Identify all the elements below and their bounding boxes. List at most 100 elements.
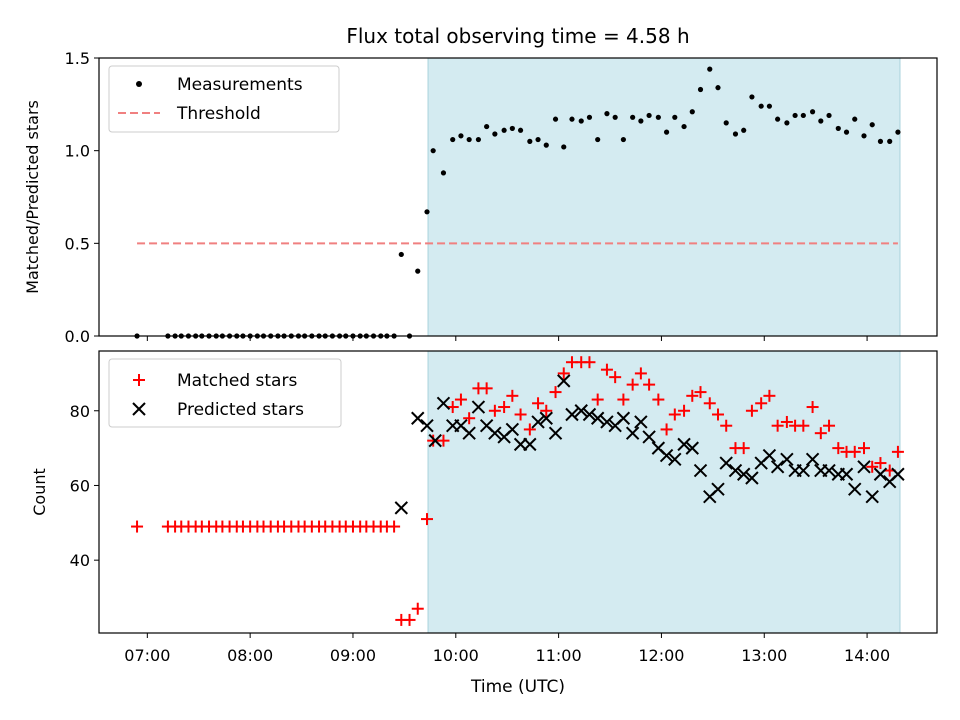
top-measurements-point: [869, 122, 875, 128]
bottom-predicted-stars-point: [891, 467, 905, 481]
bottom-matched-stars-point: [866, 460, 879, 473]
legend-measurements-label: Measurements: [177, 75, 303, 95]
bottom-matched-stars-point: [652, 393, 665, 406]
legend-predicted-label: Predicted stars: [177, 400, 304, 420]
bottom-predicted-stars-point: [677, 437, 691, 452]
top-measurements-point: [527, 138, 533, 144]
bottom-matched-stars-point: [823, 419, 836, 432]
x-tick-label: 13:00: [741, 646, 787, 665]
top-axes-frame: [98, 57, 938, 337]
top-measurements-point: [604, 111, 610, 117]
top-x-ticks: [146, 336, 868, 341]
bottom-predicted-stars-point: [523, 437, 537, 452]
bottom-matched-stars-point: [540, 404, 553, 417]
x-tick-label: 09:00: [330, 646, 376, 665]
top-measurements-point: [638, 118, 644, 124]
top-measurements-point: [818, 118, 824, 124]
top-measurements-point: [475, 136, 482, 143]
top-measurements-point: [552, 116, 559, 122]
bottom-legend-box: [108, 358, 342, 428]
top-measurements-point: [784, 120, 790, 126]
bottom-matched-stars-point: [617, 393, 630, 406]
top-measurements-point: [749, 94, 755, 100]
figure-title: Flux total observing time = 4.58 h: [346, 24, 689, 48]
top-y-axis-label: Matched/Predicted stars: [23, 100, 42, 294]
bottom-predicted-stars-point: [616, 411, 631, 425]
bottom-matched-stars-point: [832, 442, 845, 455]
bottom-matched-stars-point: [446, 401, 459, 414]
top-measurements-point: [852, 116, 858, 122]
bottom-matched-stars-point: [797, 419, 810, 432]
top-measurements-point: [440, 170, 447, 176]
bottom-matched-stars-point: [643, 378, 656, 391]
bottom-matched-stars-point: [591, 393, 604, 406]
top-measurements-point: [612, 114, 618, 120]
top-measurements-point: [861, 133, 867, 139]
top-measurements-point: [792, 112, 798, 119]
bottom-matched-stars-point: [463, 412, 476, 425]
bottom-predicted-stars-point: [796, 463, 811, 478]
x-tick-label: 10:00: [433, 646, 479, 665]
bottom-predicted-stars-point: [625, 426, 640, 440]
bottom-matched-stars-point: [668, 408, 681, 421]
bottom-predicted-stars-point: [634, 415, 648, 429]
bottom-predicted-stars-point: [805, 452, 820, 467]
top-measurements-point: [646, 112, 652, 119]
bottom-plot-marks: [131, 356, 905, 626]
bottom-matched-stars-point: [634, 367, 647, 380]
bottom-matched-stars-point: [703, 397, 716, 410]
bottom-y-axis-label: Count: [30, 468, 49, 516]
bottom-matched-stars-point: [848, 445, 861, 458]
top-measurements-point: [424, 209, 430, 215]
bottom-y-tick-label: 40: [70, 551, 90, 570]
top-measurements-point: [843, 129, 850, 135]
bottom-axes-frame: [98, 350, 938, 634]
legend-measurements-marker: [136, 81, 142, 87]
top-measurements-point: [835, 125, 841, 132]
bottom-matched-stars-point: [403, 613, 416, 626]
bottom-predicted-stars-point: [685, 441, 699, 455]
bottom-matched-stars-point: [488, 404, 501, 417]
bottom-predicted-stars-point: [411, 411, 425, 425]
top-measurements-point: [595, 136, 601, 143]
top-measurements-point: [697, 86, 704, 93]
bottom-predicted-stars-point: [420, 418, 434, 433]
bottom-observing-window: [427, 350, 901, 634]
bottom-matched-stars-point: [737, 442, 750, 455]
top-measurements-point: [492, 131, 498, 137]
bottom-predicted-stars-point: [762, 448, 777, 463]
top-legend-box: [108, 65, 340, 133]
bottom-matched-stars-point: [600, 363, 613, 376]
bottom-predicted-stars-point: [428, 433, 442, 448]
legend-predicted-marker: [132, 402, 146, 416]
bottom-predicted-stars-point: [462, 426, 476, 440]
bottom-predicted-stars-point: [531, 415, 545, 429]
bottom-matched-stars-point: [549, 386, 562, 399]
top-measurements-point: [663, 129, 670, 135]
bottom-predicted-stars-point: [488, 426, 502, 440]
bottom-matched-stars-point: [557, 367, 570, 380]
top-measurements-point: [707, 66, 713, 72]
bottom-matched-stars-point: [763, 389, 776, 402]
bottom-y-tick-label: 60: [70, 476, 90, 495]
bottom-predicted-stars-point: [711, 482, 725, 496]
bottom-matched-stars-point: [514, 408, 527, 421]
top-measurements-point: [732, 131, 739, 137]
x-tick-label: 08:00: [227, 646, 273, 665]
bottom-matched-stars-point: [678, 404, 691, 417]
bottom-matched-stars-point: [437, 434, 450, 447]
bottom-predicted-stars-point: [582, 407, 597, 422]
top-measurements-point: [561, 144, 567, 150]
bottom-matched-stars-point: [814, 427, 827, 440]
bottom-matched-stars-point: [609, 371, 622, 384]
legend-matched-marker: [133, 374, 145, 386]
bottom-predicted-stars-point: [565, 407, 579, 422]
bottom-matched-stars-point: [532, 397, 545, 410]
bottom-predicted-stars-point: [780, 452, 794, 467]
bottom-predicted-stars-point: [539, 411, 553, 425]
bottom-matched-stars-point: [421, 513, 434, 526]
bottom-predicted-stars-point: [574, 404, 588, 418]
x-axis-label: Time (UTC): [470, 677, 565, 697]
top-measurements-point: [809, 109, 816, 115]
